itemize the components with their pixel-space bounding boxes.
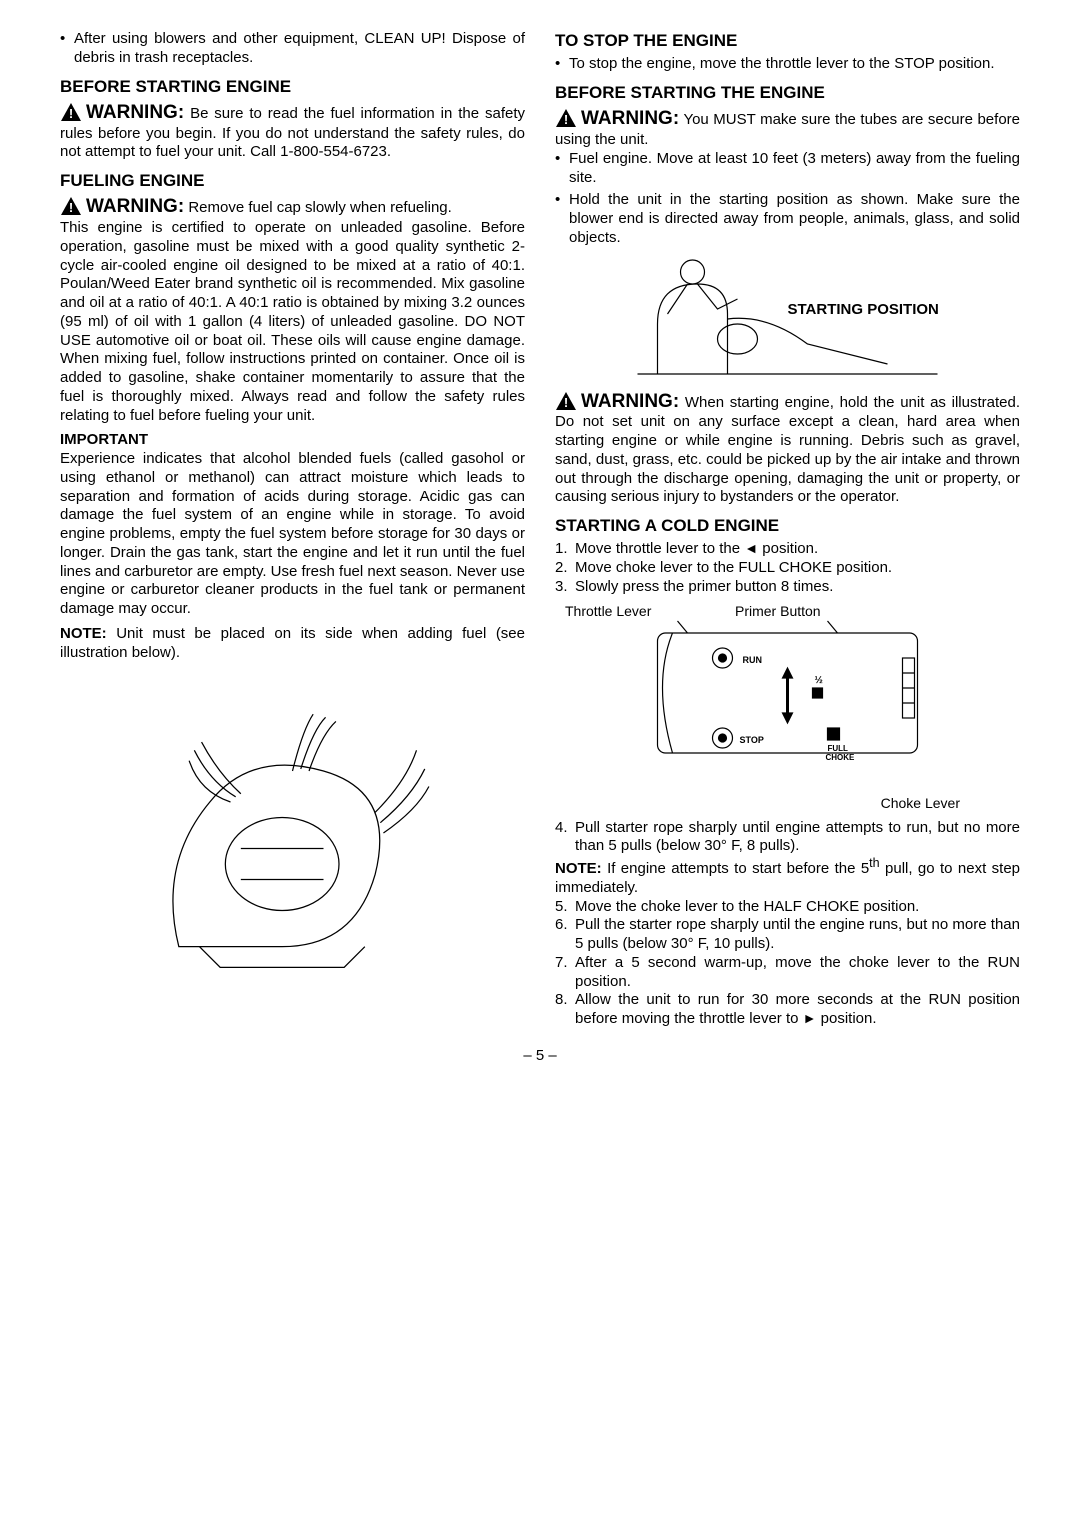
step-number: 2. (555, 559, 575, 578)
list-item: 4.Pull starter rope sharply until engine… (555, 819, 1020, 857)
list-item: 8.Allow the unit to run for 30 more seco… (555, 991, 1020, 1029)
warning-prefix: ! WARNING: (60, 105, 190, 122)
list-item: To stop the engine, move the throttle le… (555, 55, 1020, 74)
warning-label: WARNING: (581, 391, 679, 412)
rabbit-icon (803, 1010, 817, 1027)
warning-label: WARNING: (581, 108, 679, 129)
note-sup: th (869, 856, 879, 870)
svg-text:!: ! (564, 395, 568, 410)
blower-side-sketch-icon (60, 678, 525, 988)
list-item: 3.Slowly press the primer button 8 times… (555, 578, 1020, 597)
step-text: Move choke lever to the FULL CHOKE posit… (575, 559, 1020, 578)
heading-before-starting-engine: BEFORE STARTING THE ENGINE (555, 82, 1020, 103)
cold-engine-steps-b: 4.Pull starter rope sharply until engine… (555, 819, 1020, 857)
page-number: – 5 – (60, 1047, 1020, 1066)
svg-text:RUN: RUN (743, 655, 763, 665)
step-number: 7. (555, 954, 575, 992)
choke-lever-label: Choke Lever (881, 795, 960, 813)
starting-position-illustration: STARTING POSITION (555, 254, 1020, 384)
note-label: NOTE: (555, 860, 602, 877)
warning-block-2: ! WARNING: Remove fuel cap slowly when re… (60, 195, 525, 219)
cold-engine-steps-a: 1.Move throttle lever to the position. 2… (555, 540, 1020, 596)
step-number: 8. (555, 991, 575, 1029)
list-item: 1.Move throttle lever to the position. (555, 540, 1020, 559)
note-text-part1: If engine attempts to start before the 5 (607, 860, 869, 877)
warning-triangle-icon: ! (60, 102, 82, 122)
note-block: NOTE: Unit must be placed on its side wh… (60, 625, 525, 663)
bullet-icon (60, 30, 74, 68)
right-column: TO STOP THE ENGINE To stop the engine, m… (555, 30, 1020, 1029)
step-number: 5. (555, 898, 575, 917)
step-text: Allow the unit to run for 30 more second… (575, 991, 1020, 1029)
step-number: 6. (555, 916, 575, 954)
controls-sketch-icon: RUN STOP ½ FULL CHOKE (555, 603, 1020, 773)
starting-position-sketch-icon: STARTING POSITION (555, 254, 1020, 384)
step-text: Pull the starter rope sharply until the … (575, 916, 1020, 954)
bullet-text: Hold the unit in the starting position a… (569, 191, 1020, 247)
warning-block-4: !WARNING: When starting engine, hold the… (555, 390, 1020, 508)
svg-text:!: ! (69, 200, 73, 215)
bullet-text: To stop the engine, move the throttle le… (569, 55, 1020, 74)
bullet-text: Fuel engine. Move at least 10 feet (3 me… (569, 150, 1020, 188)
svg-text:CHOKE: CHOKE (826, 753, 856, 762)
step-number: 1. (555, 540, 575, 559)
step-number: 4. (555, 819, 575, 857)
step-text: Pull starter rope sharply until engine a… (575, 819, 1020, 857)
list-item: 5.Move the choke lever to the HALF CHOKE… (555, 898, 1020, 917)
svg-text:!: ! (564, 112, 568, 127)
warning-label: WARNING: (86, 196, 184, 217)
list-item: 6.Pull the starter rope sharply until th… (555, 916, 1020, 954)
important-heading: IMPORTANT (60, 431, 525, 450)
turtle-icon (744, 540, 758, 557)
bullet-icon (555, 191, 569, 247)
list-item: Fuel engine. Move at least 10 feet (3 me… (555, 150, 1020, 188)
note-block-2: NOTE: If engine attempts to start before… (555, 856, 1020, 898)
bullet-icon (555, 150, 569, 188)
warning-block-1: !WARNING: Be sure to read the fuel infor… (60, 101, 525, 162)
note-text: Unit must be placed on its side when add… (60, 625, 525, 661)
warning-prefix: ! WARNING: (60, 199, 188, 216)
primer-button-label: Primer Button (735, 603, 821, 621)
warning-triangle-icon: ! (555, 391, 577, 411)
step-text: Move throttle lever to the position. (575, 540, 1020, 559)
heading-before-starting: BEFORE STARTING ENGINE (60, 76, 525, 97)
heading-stop-engine: TO STOP THE ENGINE (555, 30, 1020, 51)
list-item: 2.Move choke lever to the FULL CHOKE pos… (555, 559, 1020, 578)
list-item: 7.After a 5 second warm-up, move the cho… (555, 954, 1020, 992)
important-text: Experience indicates that alcohol blende… (60, 450, 525, 619)
list-item: After using blowers and other equipment,… (60, 30, 525, 68)
step-text: Slowly press the primer button 8 times. (575, 578, 1020, 597)
bullet-text: After using blowers and other equipment,… (74, 30, 525, 68)
warning-prefix: ! WARNING: (555, 394, 685, 411)
warning-triangle-icon: ! (60, 196, 82, 216)
step-number: 3. (555, 578, 575, 597)
warning-lead: Remove fuel cap slowly when refueling. (188, 199, 451, 216)
bullet-icon (555, 55, 569, 74)
warning-block-3: !WARNING: You MUST make sure the tubes a… (555, 107, 1020, 150)
svg-text:FULL: FULL (828, 744, 849, 753)
heading-fueling: FUELING ENGINE (60, 170, 525, 191)
warning-prefix: ! WARNING: (555, 111, 683, 128)
fueling-illustration (60, 678, 525, 988)
list-item: Hold the unit in the starting position a… (555, 191, 1020, 247)
warning-label: WARNING: (86, 102, 184, 123)
svg-text:STOP: STOP (740, 735, 764, 745)
starting-position-label: STARTING POSITION (788, 301, 939, 318)
controls-illustration: Throttle Lever Primer Button RUN STOP ½ … (555, 603, 1020, 813)
warning-triangle-icon: ! (555, 108, 577, 128)
svg-text:½: ½ (815, 675, 823, 686)
page-content: After using blowers and other equipment,… (60, 30, 1020, 1029)
fueling-body: This engine is certified to operate on u… (60, 219, 525, 425)
svg-text:!: ! (69, 106, 73, 121)
note-label: NOTE: (60, 625, 107, 642)
heading-cold-engine: STARTING A COLD ENGINE (555, 515, 1020, 536)
throttle-lever-label: Throttle Lever (565, 603, 651, 621)
step-text: After a 5 second warm-up, move the choke… (575, 954, 1020, 992)
cold-engine-steps-c: 5.Move the choke lever to the HALF CHOKE… (555, 898, 1020, 1029)
left-column: After using blowers and other equipment,… (60, 30, 525, 1029)
step-text: Move the choke lever to the HALF CHOKE p… (575, 898, 1020, 917)
